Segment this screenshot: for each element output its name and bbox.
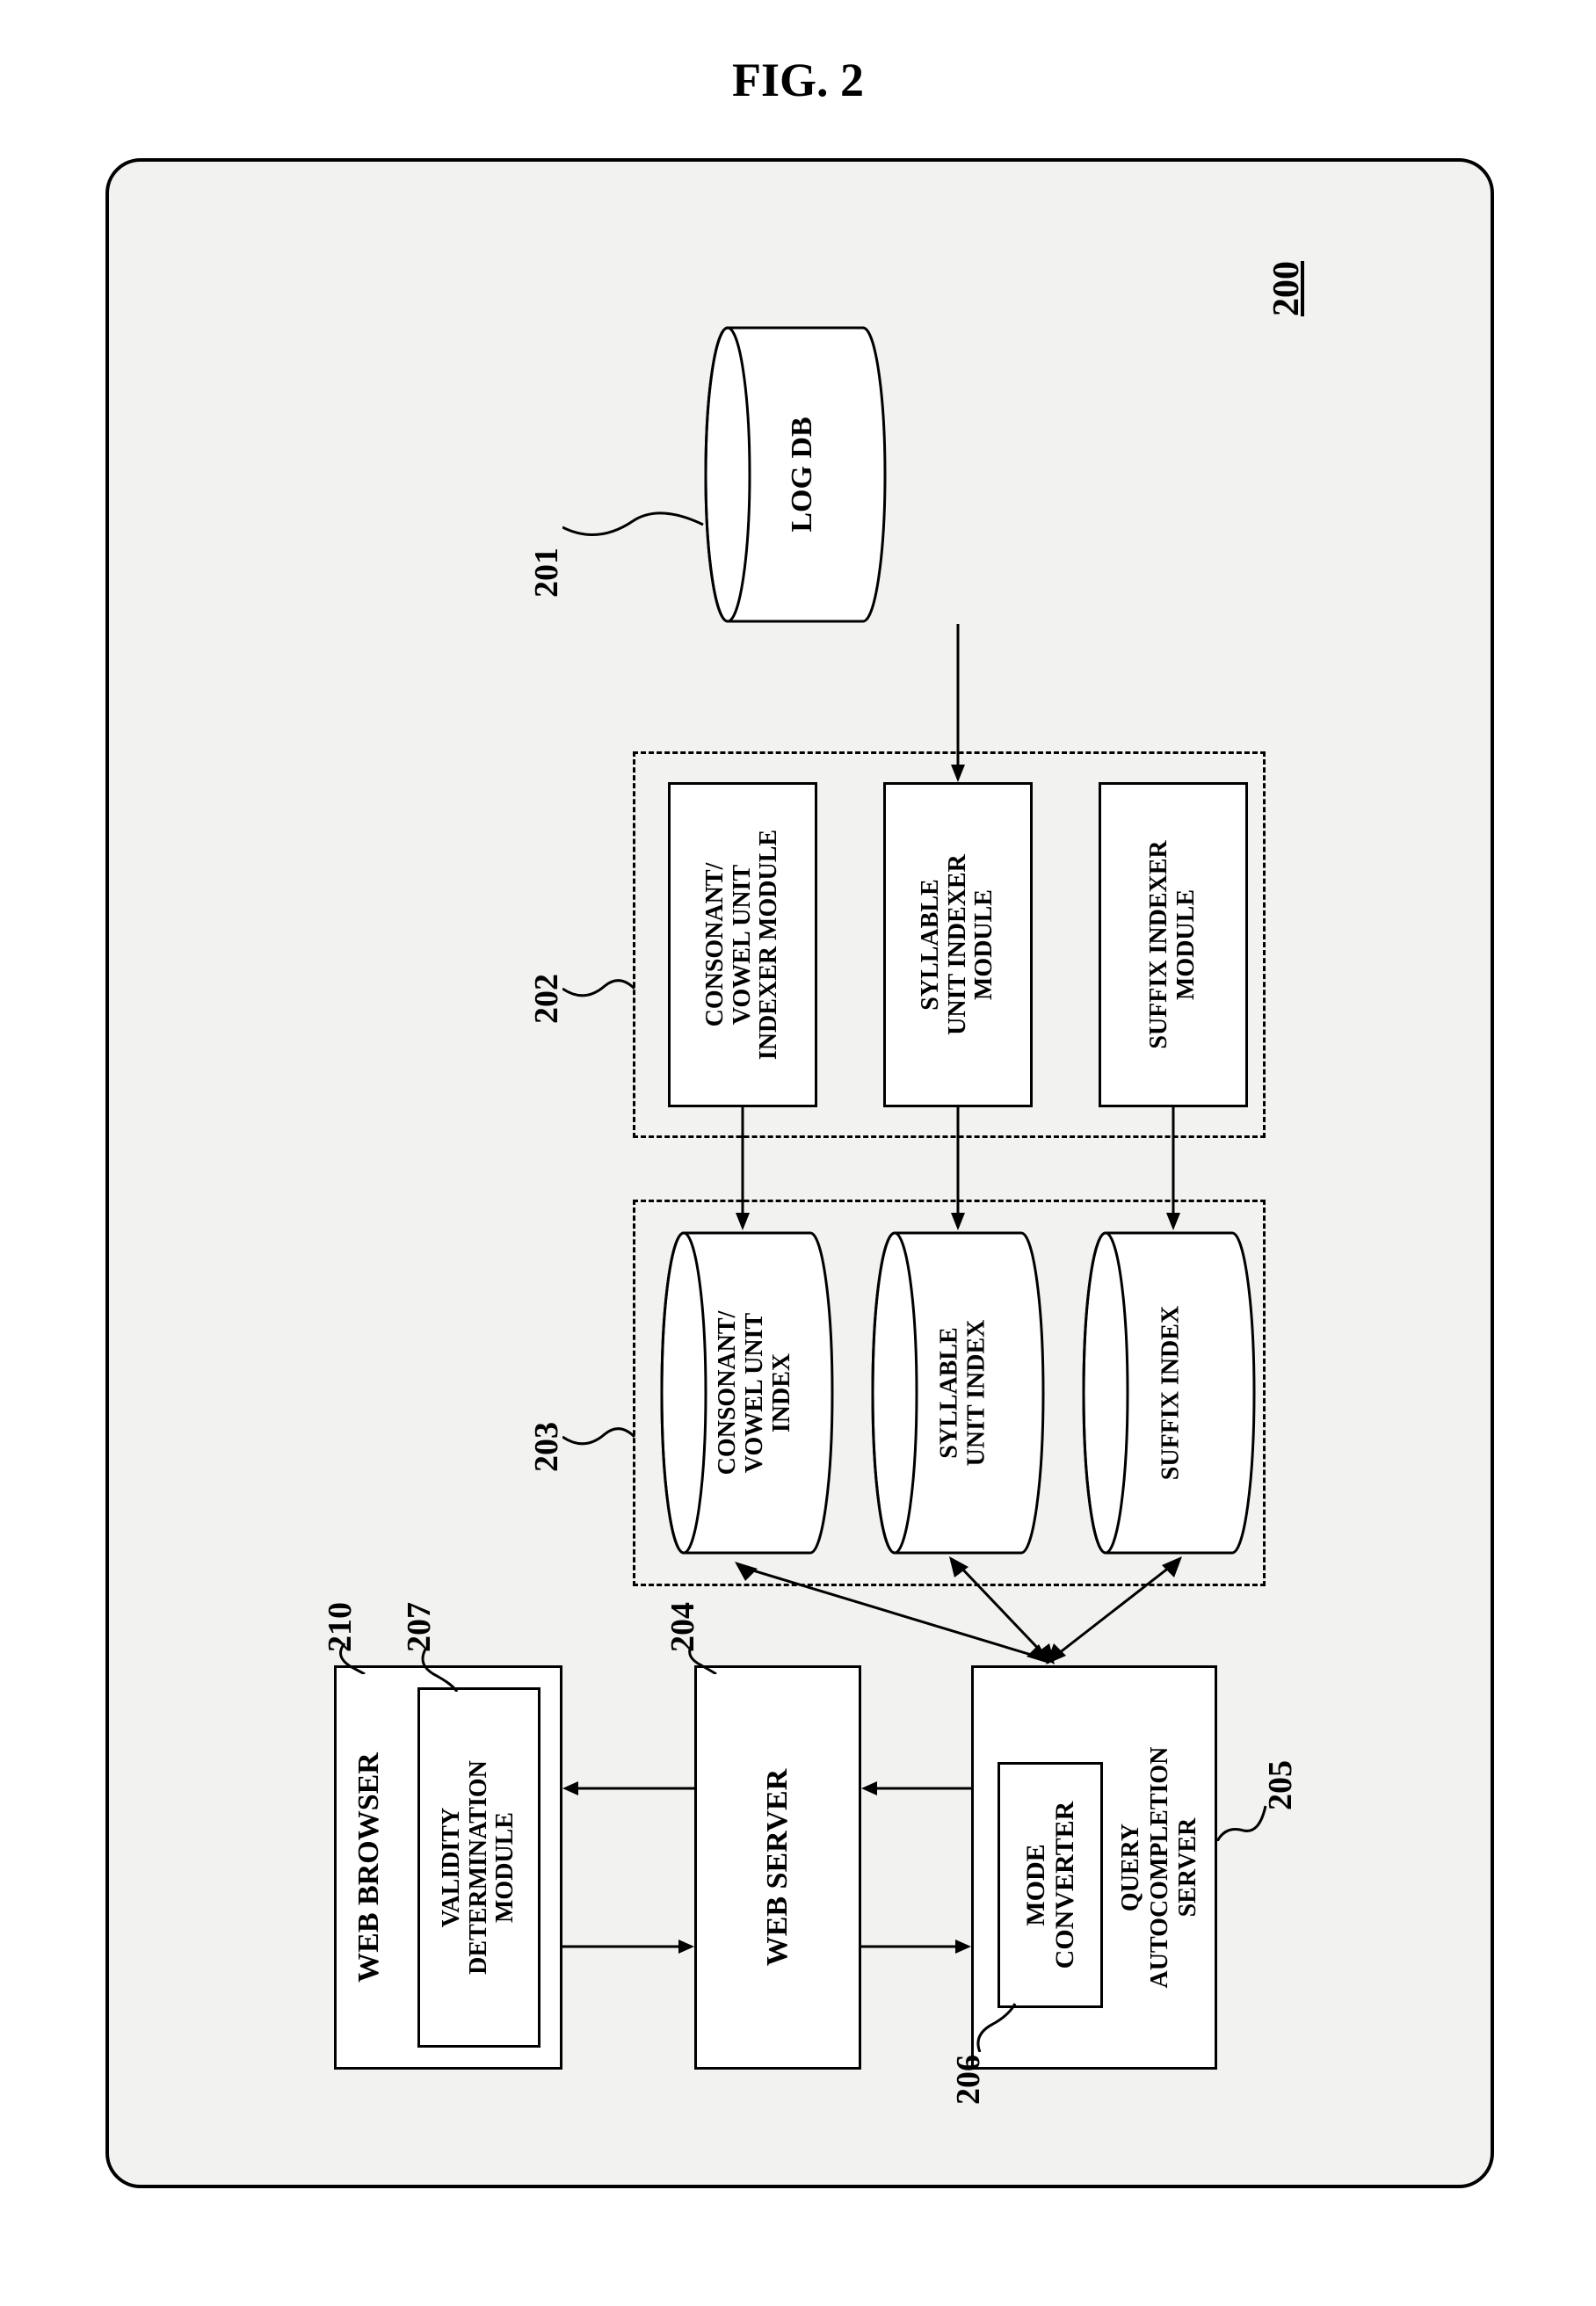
ref-207: 207 <box>400 1602 439 1652</box>
diagram-rotated: WEB BROWSER VALIDITY DETERMINATION MODUL… <box>105 158 1494 2188</box>
sf-indexer-module: SUFFIX INDEXER MODULE <box>1099 782 1248 1107</box>
arrow-qac-server-up <box>861 1771 971 1806</box>
ref-204: 204 <box>664 1602 702 1652</box>
web-browser-label: WEB BROWSER <box>352 1752 386 1983</box>
lead-201 <box>562 497 707 540</box>
sy-indexer-module: SYLLABLE UNIT INDEXER MODULE <box>883 782 1033 1107</box>
ref-203: 203 <box>527 1422 566 1472</box>
validity-label: VALIDITY DETERMINATION MODULE <box>439 1760 519 1975</box>
ref-205: 205 <box>1261 1760 1300 1810</box>
cv-indexer-module: CONSONANT/ VOWEL UNIT INDEXER MODULE <box>668 782 817 1107</box>
lead-202 <box>562 967 637 1002</box>
web-server-label: WEB SERVER <box>761 1769 794 1967</box>
figure-title: FIG. 2 <box>0 53 1596 107</box>
mode-converter-label: MODE CONVERTER <box>1021 1802 1079 1969</box>
landscape-surface: WEB BROWSER VALIDITY DETERMINATION MODUL… <box>272 207 1327 2140</box>
arrow-server-qac-down <box>861 1929 971 1964</box>
ref-206: 206 <box>949 2055 988 2105</box>
arrow-server-browser-up <box>562 1771 694 1806</box>
lead-203 <box>562 1415 637 1450</box>
suffix-index-db: SUFFIX INDEX <box>1081 1230 1257 1555</box>
sf-indexer-label: SUFFIX INDEXER MODULE <box>1146 840 1201 1048</box>
mode-converter-box: MODE CONVERTER <box>997 1762 1103 2008</box>
sy-indexer-label: SYLLABLE UNIT INDEXER MODULE <box>918 854 998 1035</box>
web-server-box: WEB SERVER <box>694 1665 861 2070</box>
log-db: LOG DB <box>703 325 888 624</box>
ref-202: 202 <box>527 974 566 1024</box>
syllable-index-db: SYLLABLE UNIT INDEX <box>870 1230 1046 1555</box>
validity-module-box: VALIDITY DETERMINATION MODULE <box>417 1687 540 2048</box>
cv-indexer-label: CONSONANT/ VOWEL UNIT INDEXER MODULE <box>702 830 783 1060</box>
ref-210: 210 <box>321 1602 359 1652</box>
ref-201: 201 <box>527 547 566 598</box>
consonant-vowel-index-db: CONSONANT/ VOWEL UNIT INDEX <box>659 1230 835 1555</box>
arrow-browser-server-down <box>562 1929 694 1964</box>
ref-200: 200 <box>1266 261 1308 316</box>
qac-server-label: QUERY AUTOCOMPLETION SERVER <box>1117 1747 1202 1989</box>
